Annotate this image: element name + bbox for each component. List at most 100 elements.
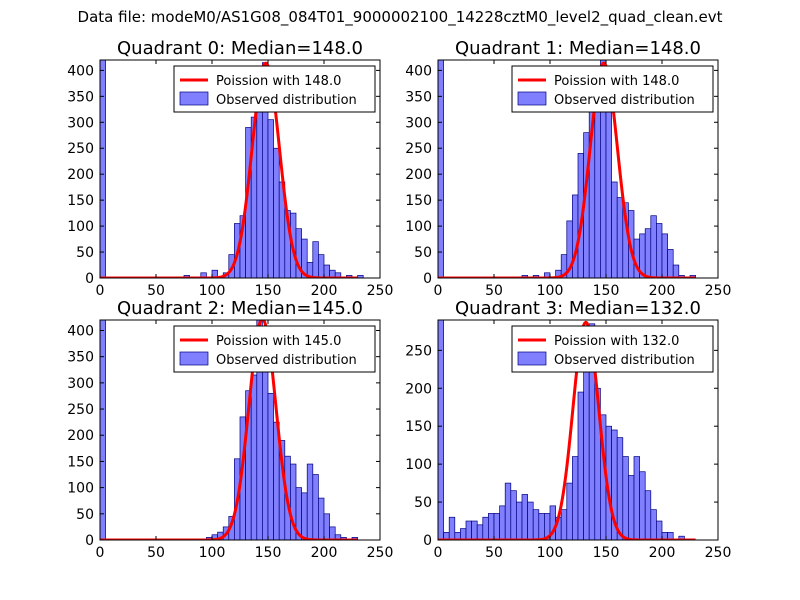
histogram-bar <box>250 374 258 540</box>
legend-poisson-label: Poission with 148.0 <box>216 74 341 89</box>
histogram-bar <box>560 509 568 540</box>
legend-observed-label: Observed distribution <box>216 353 357 368</box>
histogram-bar <box>100 320 106 540</box>
histogram-bar <box>267 392 274 540</box>
histogram-bar <box>644 490 652 540</box>
histogram-bar <box>639 471 646 540</box>
histogram-bar <box>499 505 506 540</box>
y-tick-label: 350 <box>405 89 432 105</box>
y-tick-label: 250 <box>67 402 94 418</box>
histogram-bar <box>448 516 456 540</box>
y-tick-label: 300 <box>67 376 94 392</box>
legend-observed-label: Observed distribution <box>216 93 357 108</box>
legend-observed-swatch <box>179 91 209 106</box>
legend: Poission with 145.0 Observed distribution <box>173 325 376 373</box>
legend-poisson-label: Poission with 145.0 <box>216 334 341 349</box>
y-tick-label: 50 <box>414 245 432 261</box>
x-tick-label: 250 <box>367 283 394 299</box>
histogram-bar <box>262 366 269 540</box>
quadrant-2-panel: 0 50 100 150 200 250 0 50 100 150 200 250 300 350 400 Q… <box>67 298 394 561</box>
histogram-bar <box>273 147 280 278</box>
y-tick-label: 200 <box>67 428 94 444</box>
histogram-bar <box>256 88 263 278</box>
histogram-bar <box>611 181 618 278</box>
y-tick-label: 100 <box>405 219 432 235</box>
histogram-bar <box>521 494 528 540</box>
histogram-bar <box>656 520 663 540</box>
legend: Poission with 132.0 Observed distribution <box>511 325 714 373</box>
x-tick-label: 0 <box>434 545 443 561</box>
y-tick-label: 350 <box>67 89 94 105</box>
quadrant-0-panel: 0 50 100 150 200 250 0 50 100 150 200 250 300 350 400 Q… <box>67 38 394 299</box>
x-tick-label: 0 <box>434 283 443 299</box>
x-tick-label: 50 <box>485 283 503 299</box>
x-tick-label: 100 <box>199 283 226 299</box>
histogram-bar <box>532 509 540 540</box>
y-tick-label: 400 <box>67 63 94 79</box>
x-tick-label: 0 <box>96 545 105 561</box>
histogram-bar <box>616 197 624 278</box>
histogram-bar <box>482 516 489 540</box>
histogram-bar <box>667 249 674 278</box>
x-tick-label: 50 <box>485 545 503 561</box>
y-tick-label: 0 <box>85 271 94 287</box>
x-tick-label: 250 <box>367 545 394 561</box>
y-tick-label: 350 <box>67 350 94 366</box>
histogram-bar <box>323 264 330 278</box>
axes-title: Quadrant 0: Median=148.0 <box>117 38 363 59</box>
y-tick-label: 100 <box>405 457 432 473</box>
axes-title: Quadrant 1: Median=148.0 <box>455 38 701 59</box>
legend-observed-swatch <box>517 351 547 366</box>
axes-frame <box>99 59 381 279</box>
x-tick-label: 50 <box>147 545 165 561</box>
y-tick-label: 150 <box>405 193 432 209</box>
histogram-bar <box>633 456 640 540</box>
legend: Poission with 148.0 Observed distribution <box>173 65 376 113</box>
axes-title: Quadrant 2: Median=145.0 <box>117 298 363 319</box>
y-tick-label: 50 <box>76 245 94 261</box>
x-tick-label: 200 <box>311 283 338 299</box>
histogram-bar <box>644 228 652 278</box>
histogram-bar <box>476 524 484 540</box>
y-tick-label: 100 <box>67 219 94 235</box>
histogram-bar <box>672 264 680 278</box>
legend-observed-label: Observed distribution <box>554 93 695 108</box>
histogram-bar <box>572 194 579 278</box>
poisson-curve <box>438 320 696 540</box>
y-tick-label: 250 <box>405 343 432 359</box>
histogram-bar <box>566 482 573 540</box>
x-tick-label: 100 <box>199 545 226 561</box>
y-tick-label: 200 <box>405 167 432 183</box>
histogram-bar <box>678 535 685 540</box>
legend-observed-swatch <box>179 351 209 366</box>
y-tick-label: 200 <box>67 167 94 183</box>
axes-frame <box>437 319 719 541</box>
histogram-bar <box>510 490 517 540</box>
histogram-bar <box>628 475 635 540</box>
x-tick-label: 150 <box>593 545 620 561</box>
legend-poisson-label: Poission with 148.0 <box>554 74 679 89</box>
legend-observed-label: Observed distribution <box>554 353 695 368</box>
quadrant-1-panel: 0 50 100 150 200 250 0 50 100 150 200 250 300 350 400 Q… <box>405 38 731 299</box>
plot-area <box>100 60 364 278</box>
histogram-bar <box>516 501 523 540</box>
legend: Poission with 148.0 Observed distribution <box>511 65 714 113</box>
histogram-bar <box>605 93 612 278</box>
histogram-bar <box>312 474 319 540</box>
x-tick-label: 200 <box>649 545 676 561</box>
histogram-bar <box>460 528 467 540</box>
x-tick-label: 250 <box>705 545 732 561</box>
x-tick-label: 150 <box>255 283 282 299</box>
histogram-bar <box>667 532 674 540</box>
histogram-bar <box>493 513 500 540</box>
plot-area <box>438 320 696 540</box>
axes-title: Quadrant 3: Median=132.0 <box>455 298 701 319</box>
plot-area <box>100 320 358 540</box>
histogram-bar <box>301 492 308 540</box>
histogram-bar <box>329 526 336 540</box>
y-tick-label: 150 <box>405 419 432 435</box>
histogram-bar <box>538 513 545 540</box>
x-tick-label: 0 <box>96 283 105 299</box>
histogram-bar <box>318 497 325 540</box>
y-tick-label: 300 <box>67 115 94 131</box>
